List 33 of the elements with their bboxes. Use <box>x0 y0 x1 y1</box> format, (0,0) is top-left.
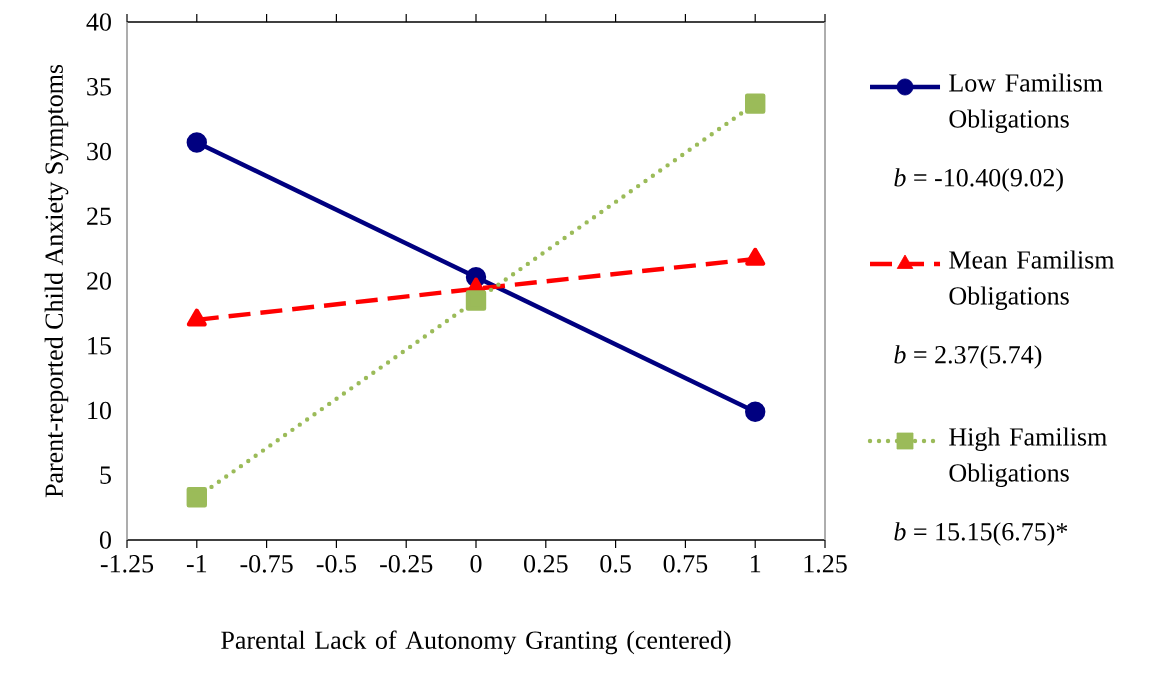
text: b = 15.15(6.75)* <box>894 522 1068 546</box>
x-tick-label: 1 <box>750 555 761 573</box>
text: b = -10.40(9.02) <box>894 168 1063 192</box>
text: b = 2.37(5.74) <box>894 345 1042 369</box>
x-tick-label: 0.75 <box>663 555 708 573</box>
point <box>465 290 487 311</box>
y-tick-label: 40 <box>86 13 111 31</box>
y-tick-label: 10 <box>88 401 111 420</box>
x-tick-label: 1.25 <box>804 555 847 573</box>
point <box>186 132 207 153</box>
y-tick-label: 30 <box>87 142 111 161</box>
legend-label: Mean Familism Obligations <box>949 250 1115 311</box>
x-tick-label: -0.25 <box>380 555 433 573</box>
point <box>745 93 766 114</box>
y-axis-title: Parent-reported Child Anxiety Symptoms <box>44 64 69 498</box>
legend-label: High Familism Obligations <box>949 427 1107 488</box>
x-tick-label: 0.5 <box>600 555 631 573</box>
x-tick-label: -1 <box>186 555 207 573</box>
x-axis-title: Parental Lack of Autonomy Granting (centered) <box>221 630 731 655</box>
y-tick-label: 5 <box>100 466 111 484</box>
x-tick-label: -0.5 <box>316 555 356 573</box>
y-tick-label: 15 <box>88 337 111 355</box>
legend-label: Low Familism Obligations <box>949 73 1103 134</box>
y-tick-label: 25 <box>87 207 111 225</box>
y-tick-label: 20 <box>87 272 111 290</box>
y-tick-label: 0 <box>99 531 111 549</box>
x-tick-label: -1.25 <box>100 555 154 573</box>
point <box>745 401 766 422</box>
point <box>186 487 207 508</box>
x-tick-label: 0 <box>470 555 482 573</box>
y-tick-label: 35 <box>87 78 111 96</box>
x-tick-label: -0.75 <box>240 555 293 573</box>
x-tick-label: 0.25 <box>524 555 568 573</box>
